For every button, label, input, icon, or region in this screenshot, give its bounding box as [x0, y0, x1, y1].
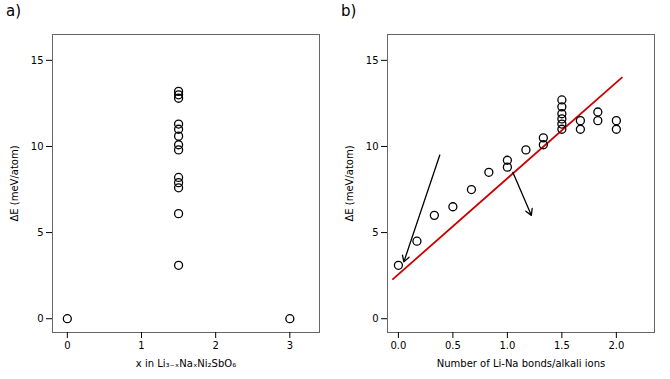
html-text:b): b)	[341, 2, 357, 20]
svg-text:1.0: 1.0	[499, 340, 515, 351]
svg-text:10: 10	[31, 141, 44, 152]
svg-text:Number of Li-Na bonds/alkali i: Number of Li-Na bonds/alkali ions	[437, 358, 605, 369]
svg-text:0.5: 0.5	[445, 340, 461, 351]
svg-text:5: 5	[37, 227, 43, 238]
svg-text:0: 0	[37, 313, 43, 324]
svg-text:0: 0	[64, 340, 70, 351]
svg-text:ΔE (meV/atom): ΔE (meV/atom)	[344, 145, 355, 221]
svg-text:0: 0	[372, 313, 378, 324]
svg-text:15: 15	[366, 55, 379, 66]
svg-text:2.0: 2.0	[608, 340, 624, 351]
svg-text:3: 3	[287, 340, 293, 351]
html-text:a): a)	[6, 2, 21, 20]
svg-text:ΔE (meV/atom): ΔE (meV/atom)	[9, 145, 20, 221]
svg-text:10: 10	[366, 141, 379, 152]
svg-text:0.0: 0.0	[390, 340, 406, 351]
svg-text:x in Li₃₋ₓNaₓNi₂SbO₆: x in Li₃₋ₓNaₓNi₂SbO₆	[136, 358, 236, 369]
svg-text:15: 15	[31, 55, 44, 66]
svg-text:1.5: 1.5	[554, 340, 570, 351]
svg-text:2: 2	[212, 340, 218, 351]
svg-text:1: 1	[138, 340, 144, 351]
svg-text:5: 5	[372, 227, 378, 238]
